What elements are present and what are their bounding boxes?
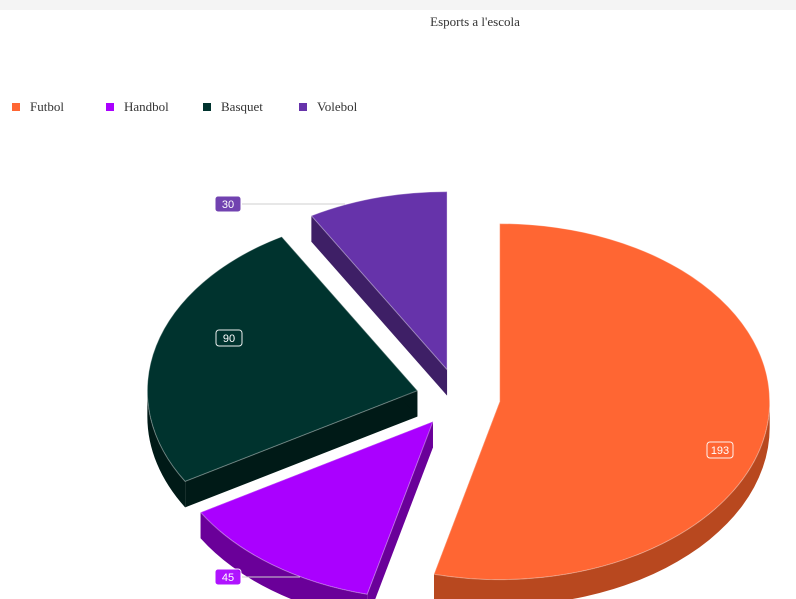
slice-side xyxy=(147,390,186,508)
legend-swatch xyxy=(299,103,307,111)
slice-wall xyxy=(185,390,418,508)
data-label: 193 xyxy=(706,441,734,459)
legend-label: Basquet xyxy=(221,99,263,114)
slice-wall xyxy=(311,215,448,396)
legend-label: Handbol xyxy=(124,99,169,114)
slice-wall xyxy=(367,421,433,599)
legend-swatch xyxy=(12,103,20,111)
slice-side xyxy=(434,401,770,599)
pie-slice-volebol[interactable] xyxy=(310,191,448,396)
legend-item-basquet[interactable]: Basquet xyxy=(203,99,299,115)
data-label: 30 xyxy=(214,195,242,213)
slice-top xyxy=(146,236,419,482)
top-bar xyxy=(0,0,796,10)
chart-title: Esports a l'escola xyxy=(430,14,520,29)
data-label-text: 90 xyxy=(223,333,235,345)
data-label: 90 xyxy=(215,329,243,347)
slice-top xyxy=(199,420,434,595)
pie-slice-futbol[interactable] xyxy=(433,223,771,599)
pie-slice-basquet[interactable] xyxy=(146,236,419,508)
legend-label: Volebol xyxy=(317,99,358,114)
data-label-text: 193 xyxy=(711,445,729,457)
legend-item-volebol[interactable]: Volebol xyxy=(299,99,393,115)
legend: Futbol Handbol Basquet Volebol xyxy=(12,99,393,115)
legend-swatch xyxy=(106,103,114,111)
legend-item-handbol[interactable]: Handbol xyxy=(106,99,203,115)
legend-label: Futbol xyxy=(30,99,64,114)
slice-side xyxy=(200,512,368,599)
pie-slice-handbol[interactable] xyxy=(199,420,434,599)
slice-top xyxy=(310,191,448,371)
data-label: 45 xyxy=(214,568,242,586)
data-label-text: 30 xyxy=(222,199,234,211)
legend-swatch xyxy=(203,103,211,111)
legend-item-futbol[interactable]: Futbol xyxy=(12,99,106,115)
slice-top xyxy=(433,223,771,581)
data-label-text: 45 xyxy=(222,572,234,584)
